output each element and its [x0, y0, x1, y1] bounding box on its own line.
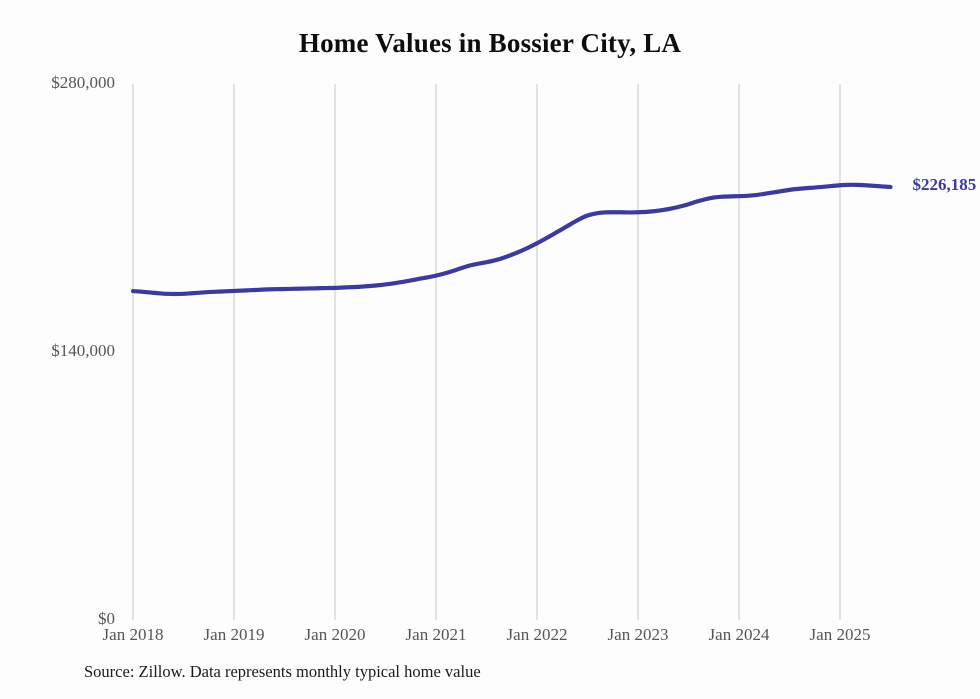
x-tick-label: Jan 2025: [809, 625, 871, 644]
source-note: Source: Zillow. Data represents monthly …: [84, 662, 481, 681]
y-tick-label: $280,000: [51, 73, 115, 92]
chart-title: Home Values in Bossier City, LA: [298, 28, 682, 58]
x-tick-label: Jan 2024: [708, 625, 770, 644]
value-line-series: [130, 182, 893, 297]
x-tick-label: Jan 2019: [203, 625, 265, 644]
x-tick-label: Jan 2020: [304, 625, 366, 644]
x-tick-label: Jan 2022: [506, 625, 568, 644]
end-value-label: $226,185: [912, 175, 977, 195]
gridlines: [132, 84, 841, 620]
x-tick-label: Jan 2018: [102, 625, 164, 644]
x-tick-label: Jan 2021: [405, 625, 467, 644]
y-tick-label: $140,000: [51, 341, 115, 360]
x-tick-label: Jan 2023: [607, 625, 669, 644]
y-tick-label: $0: [98, 609, 115, 628]
